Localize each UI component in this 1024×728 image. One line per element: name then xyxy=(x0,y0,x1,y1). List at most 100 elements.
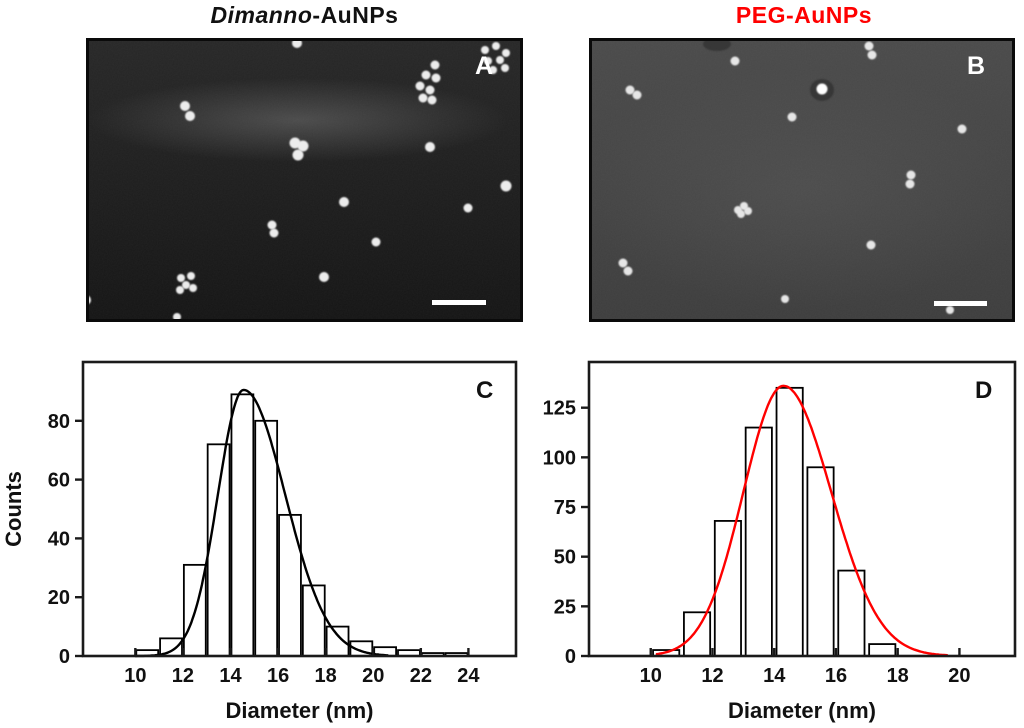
nanoparticle xyxy=(744,207,752,215)
nanoparticle xyxy=(787,112,797,122)
histogram-bar xyxy=(278,513,302,657)
x-tick-label: 18 xyxy=(887,665,909,687)
histogram-bar xyxy=(301,584,326,657)
panel-letter-label: D xyxy=(975,377,992,404)
plot-box xyxy=(81,360,518,658)
nanoparticle xyxy=(297,140,309,152)
histogram-bar xyxy=(868,643,897,657)
y-tick-label: 80 xyxy=(48,411,70,433)
nanoparticle xyxy=(957,124,967,134)
gaussian-fit-curve xyxy=(655,384,949,657)
y-tick-label: 25 xyxy=(554,596,576,618)
y-tick-label: 50 xyxy=(554,547,576,569)
x-tick-label: 16 xyxy=(825,665,847,687)
x-tick-label: 10 xyxy=(640,665,662,687)
histogram-bar xyxy=(744,426,773,657)
nanoparticle xyxy=(625,85,635,95)
tem-micrograph-panel-a: A xyxy=(86,38,523,322)
nanoparticle xyxy=(906,170,916,180)
nanoparticle xyxy=(816,83,828,95)
nanoparticle xyxy=(492,42,500,50)
histogram-bar xyxy=(806,466,835,657)
histogram-bar xyxy=(230,393,255,657)
nanoparticle xyxy=(185,111,195,121)
x-tick-label: 20 xyxy=(362,665,384,687)
nanoparticle xyxy=(187,272,195,280)
x-tick-label: 22 xyxy=(410,665,432,687)
nanoparticle xyxy=(463,203,473,213)
scale-bar xyxy=(432,300,486,305)
scale-bar xyxy=(934,301,987,306)
nanoparticle xyxy=(418,93,428,103)
nanoparticle xyxy=(867,50,877,60)
nanoparticle xyxy=(421,70,431,80)
x-tick-label: 16 xyxy=(267,665,289,687)
nanoparticle xyxy=(415,81,425,91)
nanoparticle xyxy=(182,281,190,289)
histogram-bar xyxy=(775,386,804,657)
nanoparticle xyxy=(781,295,789,303)
x-tick-label: 10 xyxy=(124,665,146,687)
dark-spot xyxy=(703,38,731,51)
histogram-charts: 10 12 14 16 18 20 22 24 0 20 40 60 80 Diameter (nm) Co… xyxy=(1,360,1017,723)
y-tick-label: 100 xyxy=(543,447,576,469)
left-title-italic-part: Dimanno xyxy=(210,2,313,28)
histogram-bar xyxy=(206,443,231,657)
nanoparticle xyxy=(371,237,381,247)
nanoparticle xyxy=(176,286,184,294)
gaussian-fit-curve xyxy=(134,388,389,658)
y-tick-label: 60 xyxy=(48,470,70,492)
nanoparticle xyxy=(618,258,628,268)
histogram-bar xyxy=(837,569,866,657)
nanoparticle xyxy=(737,210,745,218)
right-title-text: PEG-AuNPs xyxy=(735,2,873,28)
x-axis-title: Diameter (nm) xyxy=(226,698,374,723)
plot-box xyxy=(587,360,1017,658)
nanoparticle xyxy=(481,46,489,54)
nanoparticle xyxy=(269,228,279,238)
micrograph-grain xyxy=(86,38,523,322)
nanoparticle xyxy=(501,64,509,72)
nanoparticle xyxy=(180,101,190,111)
panel-letter-label: B xyxy=(967,52,985,80)
nanoparticle xyxy=(427,95,437,105)
x-tick-label: 12 xyxy=(172,665,194,687)
y-tick-label: 40 xyxy=(48,528,70,550)
y-tick-label: 75 xyxy=(554,497,576,519)
nanoparticle xyxy=(267,220,277,230)
nanoparticle xyxy=(339,197,349,207)
nanoparticle xyxy=(632,90,642,100)
micrograph-border xyxy=(86,38,523,322)
nanoparticle xyxy=(319,272,329,282)
histogram-bar xyxy=(683,611,712,657)
x-tick-label: 18 xyxy=(315,665,337,687)
y-tick-label: 0 xyxy=(565,646,576,668)
nanoparticle xyxy=(623,266,633,276)
nanoparticle xyxy=(292,149,304,161)
x-axis-title: Diameter (nm) xyxy=(728,698,876,723)
nanoparticle xyxy=(189,284,197,292)
tem-micrograph-panel-b: B xyxy=(589,38,1015,322)
nanoparticle xyxy=(431,73,441,83)
nanoparticle xyxy=(425,85,435,95)
y-tick-label: 20 xyxy=(48,587,70,609)
nanoparticle xyxy=(496,56,504,64)
nanoparticle xyxy=(425,142,435,152)
left-title-regular-part: -AuNPs xyxy=(312,2,399,28)
left-column-title: Dimanno-AuNPs xyxy=(86,2,523,29)
x-tick-label: 24 xyxy=(457,665,480,687)
nanoparticle xyxy=(905,179,915,189)
nanoparticle xyxy=(864,41,874,51)
x-tick-label: 14 xyxy=(219,665,242,687)
nanoparticle xyxy=(730,56,740,66)
nanoparticle xyxy=(502,49,510,57)
y-axis-title: Counts xyxy=(1,471,26,547)
nanoparticle xyxy=(430,60,440,70)
x-tick-label: 14 xyxy=(763,665,786,687)
nanoparticle xyxy=(500,180,512,192)
right-column-title: PEG-AuNPs xyxy=(590,2,1018,29)
nanoparticle xyxy=(177,274,185,282)
panel-letter-label: A xyxy=(475,52,493,80)
histogram-bar xyxy=(713,520,742,657)
